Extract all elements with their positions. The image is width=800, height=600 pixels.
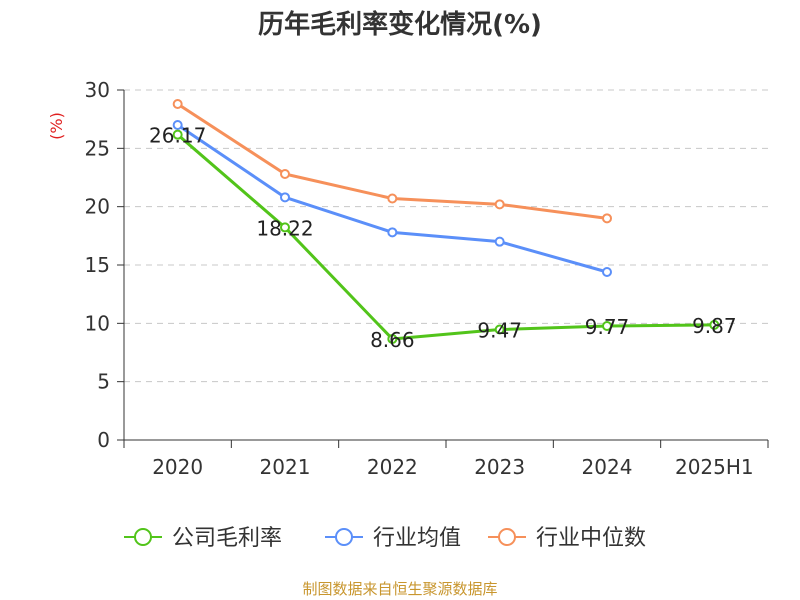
legend-label: 行业均值 [373,526,461,551]
y-tick-label: 10 [85,311,110,335]
data-point [387,333,398,344]
series-line [176,133,715,341]
y-tick-label: 15 [85,253,110,277]
legend: 公司毛利率 行业均值 行业中位数 [124,526,646,551]
x-tick-label: 2020 [152,455,203,479]
legend-marker [134,528,152,546]
legend-label: 行业中位数 [536,526,646,551]
data-point [172,129,183,140]
x-tick-label: 2023 [474,455,525,479]
legend-marker [498,528,516,546]
legend-label: 公司毛利率 [172,526,282,551]
data-point [602,213,612,224]
y-tick-label: 5 [97,370,110,394]
data-point [387,193,398,204]
x-tick-label: 2025H1 [675,455,754,479]
data-label: 9.47 [477,319,522,343]
data-labels: 26.17 18.22 8.66 9.47 9.77 9.87 [149,124,737,352]
x-tick-label: 2024 [582,455,633,479]
source-footer: 制图数据来自恒生聚源数据库 [302,580,498,598]
data-point [172,120,183,130]
data-point [494,199,505,210]
legend-marker [335,528,353,546]
x-tick-label: 2022 [367,455,418,479]
data-label: 18.22 [256,216,313,240]
data-point [602,321,612,332]
data-point [280,222,290,233]
y-tick-label: 20 [85,195,110,219]
data-point [494,236,505,247]
legend-item: 行业中位数 [488,526,646,551]
legend-item: 公司毛利率 [124,526,282,551]
axes: 0 5 10 15 20 25 30 2020 2021 2022 2023 2024 2025H1 [85,78,769,479]
y-tick-label: 0 [97,428,110,452]
y-tick-label: 25 [85,136,110,160]
data-point [494,324,505,335]
grid-lines [124,89,768,383]
data-point [280,192,290,203]
data-point [602,267,612,277]
data-label: 9.77 [585,315,630,339]
series-lines [172,99,720,344]
x-tick-label: 2021 [260,455,311,479]
data-point [172,99,183,109]
data-label: 26.17 [149,124,206,148]
data-point [387,227,398,238]
y-tick-label: 30 [85,78,110,102]
data-label: 8.66 [370,328,415,352]
chart-title: 历年毛利率变化情况(%) [258,10,542,40]
legend-item: 行业均值 [325,526,461,551]
data-point [280,169,290,179]
data-point [709,319,720,330]
y-axis-label: (%) [47,112,66,140]
data-label: 9.87 [692,314,737,338]
